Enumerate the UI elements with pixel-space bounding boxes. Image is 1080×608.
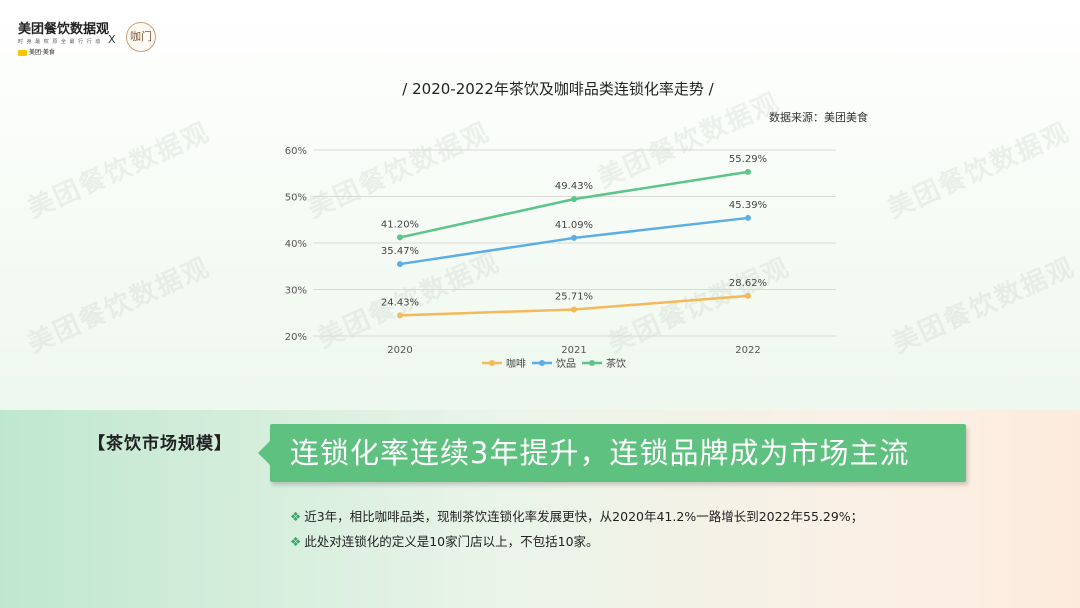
data-label: 41.20% bbox=[381, 219, 419, 230]
bullet-item: ❖ 此处对连锁化的定义是10家门店以上，不包括10家。 bbox=[290, 529, 863, 554]
data-label: 35.47% bbox=[381, 246, 419, 257]
data-point bbox=[397, 234, 403, 241]
x-tick-label: 2022 bbox=[735, 345, 760, 356]
line-chart: 20% 30% 40% 50% 60% 2020 2021 2022 24.43% 25.71… bbox=[285, 146, 836, 370]
chart-source: 数据来源：美团美食 bbox=[769, 111, 868, 124]
chart-legend: 咖啡 饮品 茶饮 bbox=[482, 357, 626, 370]
diamond-bullet-icon: ❖ bbox=[290, 534, 302, 549]
bullet-text: 近3年，相比咖啡品类，现制茶饮连锁化率发展更快，从2020年41.2%一路增长到… bbox=[304, 509, 864, 524]
chart-title: / 2020-2022年茶饮及咖啡品类连锁化率走势 / bbox=[402, 80, 714, 98]
section-label: 【茶饮市场规模】 bbox=[88, 434, 232, 454]
chart-series: 24.43% 25.71% 28.62% 35.47% 41.09% 45.39% 41.2… bbox=[381, 154, 767, 319]
data-label: 55.29% bbox=[729, 154, 767, 165]
y-tick-label: 20% bbox=[285, 332, 307, 343]
legend-marker bbox=[539, 360, 545, 366]
data-label: 49.43% bbox=[555, 181, 593, 192]
legend-label: 饮品 bbox=[556, 357, 576, 370]
headline-text: 连锁化率连续3年提升，连锁品牌成为市场主流 bbox=[290, 436, 910, 470]
y-tick-label: 40% bbox=[285, 239, 307, 250]
data-point bbox=[571, 234, 577, 241]
data-label: 45.39% bbox=[729, 200, 767, 211]
bullet-list: ❖ 近3年，相比咖啡品类，现制茶饮连锁化率发展更快，从2020年41.2%一路增长… bbox=[290, 504, 863, 554]
legend-label: 茶饮 bbox=[606, 357, 626, 370]
x-tick-label: 2020 bbox=[387, 345, 412, 356]
y-tick-label: 60% bbox=[285, 146, 307, 157]
brand-tagline: 时 身 最 权 原 全 最 行 行 动 bbox=[18, 39, 102, 45]
headline-banner: 连锁化率连续3年提升，连锁品牌成为市场主流 bbox=[258, 424, 966, 482]
data-point bbox=[745, 292, 751, 299]
data-point bbox=[745, 168, 751, 175]
data-point bbox=[397, 261, 403, 268]
y-tick-label: 30% bbox=[285, 286, 307, 297]
data-point bbox=[571, 196, 577, 203]
legend-marker bbox=[589, 360, 595, 366]
meituan-icon bbox=[18, 49, 27, 56]
diamond-bullet-icon: ❖ bbox=[290, 509, 302, 524]
data-label: 25.71% bbox=[555, 291, 593, 302]
meituan-label: 美团·美食 bbox=[29, 49, 55, 56]
data-label: 28.62% bbox=[729, 278, 767, 289]
data-label: 41.09% bbox=[555, 220, 593, 231]
chart-panel-background bbox=[0, 0, 1080, 410]
meituan-logo: 美团·美食 bbox=[18, 47, 109, 56]
legend-marker bbox=[489, 360, 495, 366]
data-point bbox=[571, 306, 577, 313]
legend-label: 咖啡 bbox=[506, 358, 526, 370]
y-axis-ticks: 20% 30% 40% 50% 60% bbox=[285, 146, 307, 343]
x-axis-ticks: 2020 2021 2022 bbox=[387, 345, 760, 356]
data-label: 24.43% bbox=[381, 297, 419, 308]
x-tick-label: 2021 bbox=[561, 345, 586, 356]
data-point bbox=[397, 312, 403, 319]
bullet-text: 此处对连锁化的定义是10家门店以上，不包括10家。 bbox=[304, 534, 599, 549]
data-point bbox=[745, 214, 751, 221]
partner-logo: 咖门 bbox=[126, 22, 156, 52]
brand-separator: X bbox=[108, 33, 116, 46]
bullet-item: ❖ 近3年，相比咖啡品类，现制茶饮连锁化率发展更快，从2020年41.2%一路增长… bbox=[290, 504, 863, 529]
brand-name: 美团餐饮数据观 bbox=[18, 22, 110, 37]
brand-logo: 美团餐饮数据观 时 身 最 权 原 全 最 行 行 动 美团·美食 bbox=[18, 18, 109, 56]
y-tick-label: 50% bbox=[285, 193, 307, 204]
